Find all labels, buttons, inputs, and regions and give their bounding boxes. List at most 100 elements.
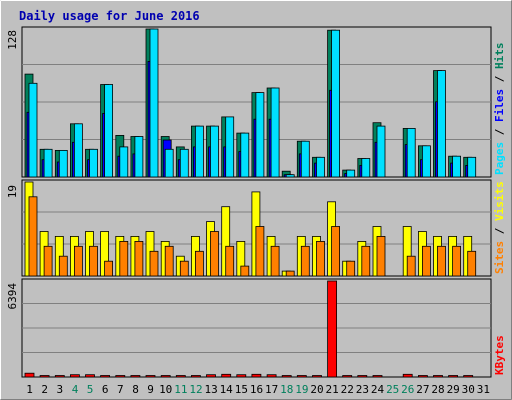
- top-bar-pages-22: [346, 169, 356, 178]
- x-tick-label-30: 30: [462, 383, 475, 396]
- middle-bar-sites-29: [452, 245, 462, 277]
- x-tick-label-1: 1: [26, 383, 33, 396]
- top-legend-files: Files: [493, 89, 506, 122]
- bottom-bar-kbytes-12: [190, 375, 201, 378]
- top-bar-pages-24: [376, 125, 386, 178]
- bottom-bar-kbytes-3: [54, 375, 65, 378]
- bottom-bar-kbytes-23: [357, 375, 368, 378]
- x-tick-label-16: 16: [250, 383, 263, 396]
- bottom-bar-kbytes-21: [327, 280, 338, 378]
- x-tick-label-17: 17: [265, 383, 278, 396]
- top-legend-separator: /: [493, 122, 506, 142]
- x-tick-label-8: 8: [132, 383, 139, 396]
- x-tick-label-24: 24: [371, 383, 385, 396]
- middle-bar-sites-5: [89, 245, 98, 277]
- middle-bar-sites-20: [316, 240, 325, 277]
- x-tick-label-26: 26: [401, 383, 414, 396]
- top-bar-pages-1: [28, 82, 38, 178]
- middle-bar-sites-11: [179, 260, 189, 277]
- top-bar-pages-4: [74, 123, 83, 178]
- middle-bar-sites-24: [376, 235, 386, 277]
- top-bar-pages-11: [179, 148, 189, 178]
- top-axis-max-label: 128: [6, 30, 19, 50]
- middle-bar-sites-1: [28, 196, 38, 277]
- x-tick-label-22: 22: [341, 383, 354, 396]
- bottom-bar-kbytes-19: [296, 375, 307, 378]
- middle-bar-sites-23: [361, 245, 371, 277]
- x-tick-label-13: 13: [204, 383, 217, 396]
- bottom-bar-kbytes-26: [402, 373, 413, 378]
- bottom-bar-kbytes-13: [206, 374, 216, 378]
- top-bar-pages-2: [43, 148, 53, 178]
- bottom-bar-kbytes-9: [145, 375, 156, 378]
- top-legend-separator: /: [493, 69, 506, 89]
- bottom-bar-kbytes-10: [160, 375, 171, 378]
- middle-legend-separator: /: [493, 221, 506, 241]
- top-bar-pages-30: [467, 156, 477, 178]
- middle-bar-sites-3: [58, 255, 68, 277]
- middle-bar-sites-15: [240, 265, 250, 277]
- bottom-bar-kbytes-2: [39, 375, 50, 378]
- chart-title: Daily usage for June 2016: [19, 9, 200, 23]
- bottom-legend-kbytes: KBytes: [493, 335, 506, 375]
- middle-bar-sites-4: [74, 245, 83, 277]
- top-bar-pages-17: [270, 87, 280, 178]
- middle-legend: Sites / Visits: [493, 181, 506, 274]
- bottom-bar-kbytes-20: [312, 375, 322, 378]
- top-bar-pages-23: [361, 158, 371, 178]
- x-tick-label-28: 28: [431, 383, 444, 396]
- x-tick-label-7: 7: [117, 383, 124, 396]
- bottom-bar-kbytes-7: [115, 375, 126, 378]
- middle-bar-sites-26: [406, 255, 416, 277]
- x-tick-label-5: 5: [87, 383, 94, 396]
- top-legend-hits: Hits: [493, 43, 506, 70]
- x-tick-label-29: 29: [447, 383, 460, 396]
- x-tick-label-9: 9: [147, 383, 154, 396]
- top-bar-pages-27: [421, 145, 431, 178]
- top-bar-pages-15: [240, 132, 250, 178]
- bottom-bar-kbytes-24: [372, 375, 383, 378]
- middle-bar-sites-22: [346, 260, 356, 277]
- bottom-bar-kbytes-5: [85, 374, 95, 378]
- x-tick-label-25: 25: [386, 383, 399, 396]
- middle-bar-sites-8: [134, 240, 144, 277]
- middle-bar-sites-9: [149, 250, 159, 277]
- bottom-bar-kbytes-22: [342, 375, 353, 378]
- top-bar-pages-29: [452, 155, 462, 178]
- middle-bar-sites-10: [164, 245, 174, 277]
- top-bar-pages-14: [225, 116, 235, 178]
- top-legend: Pages / Files / Hits: [493, 43, 506, 176]
- bottom-bar-kbytes-4: [70, 374, 80, 378]
- bottom-bar-kbytes-29: [448, 375, 459, 378]
- x-tick-label-27: 27: [416, 383, 429, 396]
- bottom-bar-kbytes-28: [433, 375, 443, 378]
- top-bar-pages-8: [134, 136, 144, 178]
- x-tick-label-31: 31: [477, 383, 490, 396]
- x-tick-label-18: 18: [280, 383, 293, 396]
- bottom-bar-kbytes-16: [251, 373, 262, 378]
- top-bar-pages-9: [149, 28, 159, 178]
- middle-bar-sites-7: [119, 240, 129, 277]
- top-bar-pages-28: [437, 70, 446, 178]
- top-bar-pages-10: [164, 148, 174, 178]
- top-bar-pages-26: [406, 127, 416, 178]
- x-tick-label-2: 2: [41, 383, 48, 396]
- top-bar-pages-20: [316, 156, 325, 178]
- top-bar-pages-19: [300, 140, 310, 178]
- bottom-bar-kbytes-27: [417, 375, 428, 378]
- x-tick-label-19: 19: [295, 383, 308, 396]
- middle-bar-sites-2: [43, 245, 53, 277]
- bottom-bar-kbytes-8: [130, 375, 141, 378]
- top-bar-pages-7: [119, 146, 129, 178]
- x-tick-label-10: 10: [159, 383, 172, 396]
- middle-bar-sites-28: [437, 245, 446, 277]
- top-bar-pages-18: [285, 174, 295, 178]
- top-legend-pages: Pages: [493, 142, 506, 175]
- bottom-bar-kbytes-18: [281, 375, 292, 378]
- bottom-axis-max-label: 6394: [6, 283, 19, 310]
- middle-bar-sites-6: [104, 260, 113, 277]
- x-tick-label-12: 12: [189, 383, 202, 396]
- bottom-bar-kbytes-30: [463, 375, 474, 378]
- bottom-bar-kbytes-15: [236, 374, 247, 378]
